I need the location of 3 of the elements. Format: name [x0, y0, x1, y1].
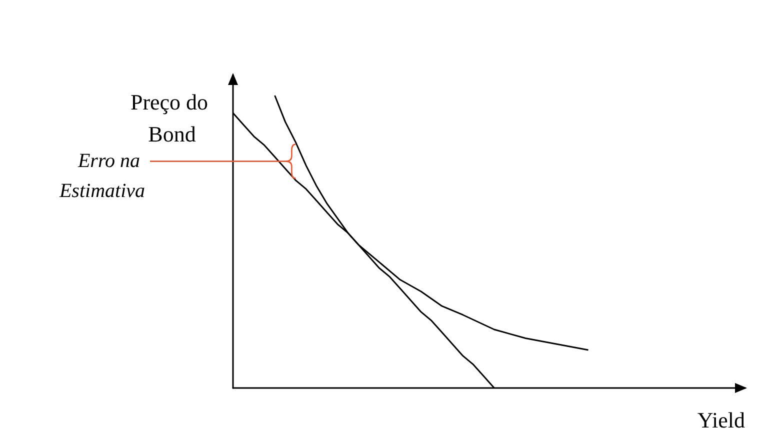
x-axis-title: Yield	[697, 408, 745, 432]
y-axis-title: Preço do Bond	[130, 90, 214, 146]
text: Erro na Estimativa	[58, 150, 145, 202]
